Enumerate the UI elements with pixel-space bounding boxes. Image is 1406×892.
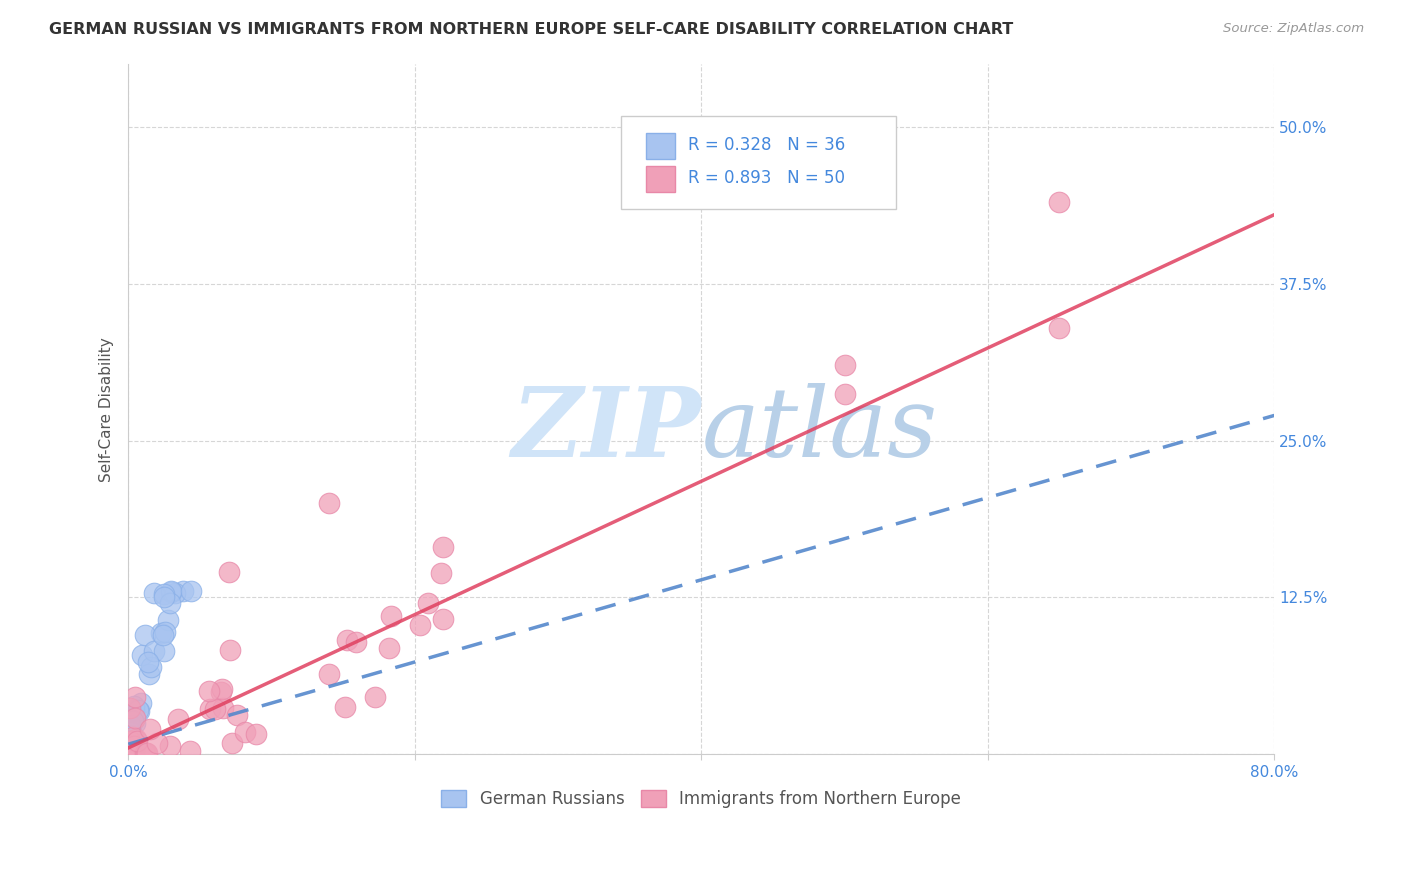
Point — [134, 628, 156, 642]
Point — [129, 696, 152, 710]
Text: GERMAN RUSSIAN VS IMMIGRANTS FROM NORTHERN EUROPE SELF-CARE DISABILITY CORRELATI: GERMAN RUSSIAN VS IMMIGRANTS FROM NORTHE… — [49, 22, 1014, 37]
Point — [124, 690, 146, 704]
Point — [212, 701, 235, 715]
Point — [143, 644, 166, 658]
Point — [200, 702, 222, 716]
Bar — [647, 166, 675, 192]
Point — [1049, 321, 1071, 335]
Point — [136, 656, 159, 670]
Point — [128, 704, 150, 718]
Point — [834, 358, 856, 372]
Point — [159, 739, 181, 754]
Point — [135, 746, 157, 760]
Point — [124, 739, 146, 754]
Point — [167, 712, 190, 726]
Point — [163, 586, 186, 600]
Point — [159, 584, 181, 599]
Point — [380, 609, 402, 624]
Point — [125, 731, 148, 746]
Point — [335, 700, 357, 714]
Point — [150, 625, 173, 640]
Point — [157, 613, 180, 627]
Point — [146, 735, 169, 749]
Point — [143, 586, 166, 600]
Point — [120, 717, 142, 731]
Point — [225, 708, 247, 723]
Legend: German Russians, Immigrants from Northern Europe: German Russians, Immigrants from Norther… — [434, 783, 967, 815]
Point — [141, 659, 163, 673]
Point — [152, 628, 174, 642]
Text: Source: ZipAtlas.com: Source: ZipAtlas.com — [1223, 22, 1364, 36]
Point — [120, 701, 142, 715]
Point — [221, 736, 243, 750]
Point — [159, 596, 181, 610]
Point — [152, 590, 174, 604]
Point — [121, 729, 143, 743]
Point — [127, 703, 149, 717]
Point — [153, 587, 176, 601]
Text: R = 0.893   N = 50: R = 0.893 N = 50 — [688, 169, 845, 187]
Point — [122, 698, 145, 713]
Point — [153, 644, 176, 658]
Point — [132, 746, 155, 760]
Point — [121, 730, 143, 744]
Point — [409, 618, 432, 632]
Point — [124, 711, 146, 725]
Point — [318, 667, 340, 681]
Point — [197, 684, 219, 698]
Point — [122, 703, 145, 717]
Point — [138, 722, 160, 736]
Point — [122, 746, 145, 760]
FancyBboxPatch shape — [621, 116, 896, 209]
Point — [124, 746, 146, 760]
Point — [211, 681, 233, 696]
Point — [120, 724, 142, 739]
Text: atlas: atlas — [702, 383, 938, 477]
Point — [134, 746, 156, 760]
Point — [219, 643, 242, 657]
Point — [416, 596, 439, 610]
Point — [122, 712, 145, 726]
Point — [209, 685, 232, 699]
Point — [336, 632, 359, 647]
Point — [378, 640, 401, 655]
Point — [172, 584, 194, 599]
Point — [430, 566, 453, 581]
Point — [124, 715, 146, 730]
Point — [122, 714, 145, 728]
Point — [245, 727, 267, 741]
Point — [432, 612, 454, 626]
Point — [121, 746, 143, 760]
Point — [118, 712, 141, 726]
Point — [834, 386, 856, 401]
Point — [179, 744, 201, 758]
Point — [118, 734, 141, 748]
Point — [344, 635, 367, 649]
Bar — [647, 133, 675, 160]
Point — [180, 584, 202, 599]
Text: ZIP: ZIP — [512, 383, 702, 477]
Point — [318, 496, 340, 510]
Point — [218, 566, 240, 580]
Text: R = 0.328   N = 36: R = 0.328 N = 36 — [688, 136, 845, 154]
Point — [153, 625, 176, 640]
Point — [160, 585, 183, 599]
Point — [118, 709, 141, 723]
Point — [118, 742, 141, 756]
Point — [1049, 195, 1071, 210]
Point — [138, 666, 160, 681]
Point — [135, 746, 157, 760]
Y-axis label: Self-Care Disability: Self-Care Disability — [100, 337, 114, 482]
Point — [364, 690, 387, 704]
Point — [120, 725, 142, 739]
Point — [233, 725, 256, 739]
Point — [131, 648, 153, 662]
Point — [121, 746, 143, 760]
Point — [432, 540, 454, 554]
Point — [204, 701, 226, 715]
Point — [125, 733, 148, 747]
Point — [118, 732, 141, 747]
